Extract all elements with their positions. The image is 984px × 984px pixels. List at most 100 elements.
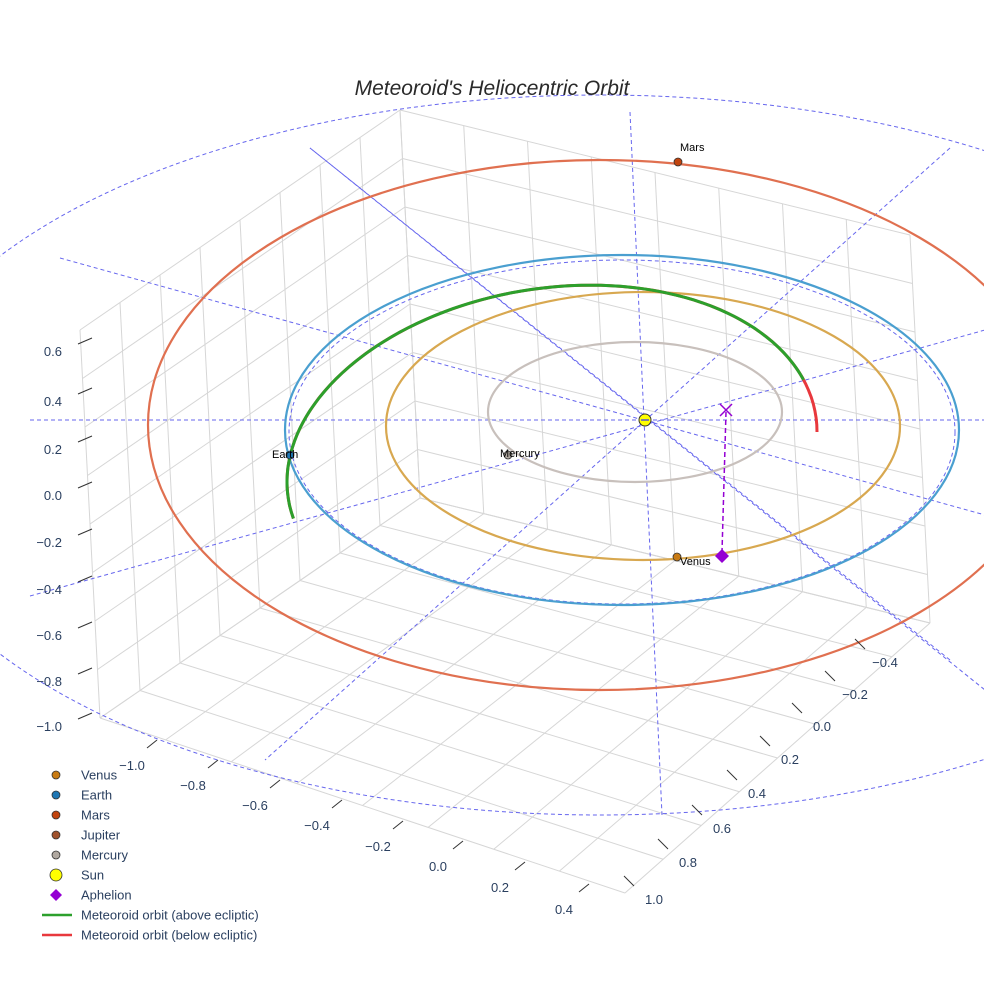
y-tick-mark [691, 804, 703, 816]
earth-marker [285, 450, 295, 460]
ecliptic-outer-ring [0, 94, 984, 816]
z-tick-label: −0.2 [36, 535, 62, 550]
z-tick-mark [77, 387, 93, 395]
ecliptic-radial-line [309, 147, 984, 690]
z-tick-mark [77, 435, 93, 443]
grid-line [84, 206, 406, 428]
grid-line [89, 303, 411, 525]
grid-line [279, 192, 301, 581]
x-tick-label: −0.4 [304, 818, 330, 833]
legend[interactable]: Venus Earth Mars Jupiter Mercury Sun Aphelion M… [42, 768, 259, 943]
mercury-label: Mercury [500, 448, 540, 460]
mars-label: Mars [680, 142, 705, 154]
y-tick-mark [791, 702, 803, 714]
y-tick-label: 0.4 [748, 786, 766, 801]
aphelion-dropline [721, 411, 727, 553]
legend-item[interactable]: Sun [49, 868, 104, 883]
x-tick-mark [578, 883, 590, 893]
z-tick-label: −0.8 [36, 674, 62, 689]
y-tick-label: 0.6 [713, 821, 731, 836]
grid-line [339, 552, 854, 691]
legend-label: Mars [81, 808, 110, 823]
meteoroid-orbit-above [285, 283, 805, 519]
grid-line [407, 255, 918, 381]
grid-line [82, 158, 403, 379]
x-tick-label: −1.0 [119, 758, 145, 773]
mercury-orbit [486, 340, 784, 484]
legend-label: Jupiter [81, 828, 121, 843]
grid-line [409, 303, 921, 430]
legend-item[interactable]: Aphelion [50, 888, 132, 903]
legend-label: Venus [81, 768, 118, 783]
y-tick-label: 1.0 [645, 892, 663, 907]
grid-line [399, 109, 421, 499]
x-tick-mark [207, 759, 219, 769]
z-tick-label: −1.0 [36, 719, 62, 734]
ecliptic-radial-line [264, 147, 951, 761]
z-tick-mark [77, 667, 93, 675]
x-tick-mark [146, 739, 158, 749]
legend-circle-icon [51, 770, 61, 780]
ecliptic-radial-line [629, 111, 663, 816]
grid-line [359, 137, 381, 526]
meteoroid-orbit-below [285, 283, 819, 519]
z-tick-mark [77, 481, 93, 489]
z-tick-mark [77, 528, 93, 536]
ecliptic-earth-ring [288, 259, 956, 605]
z-tick-mark [77, 712, 93, 720]
axis-grid [79, 109, 931, 894]
grid-line [782, 203, 803, 592]
z-tick-label: −0.4 [36, 582, 62, 597]
legend-item[interactable]: Mars [51, 808, 110, 823]
y-tick-label: 0.0 [813, 719, 831, 734]
ecliptic-radial-line [309, 147, 951, 661]
chart-title: Meteoroid's Heliocentric Orbit [355, 77, 631, 100]
mars-orbit [147, 158, 984, 692]
ecliptic-guide-lines [0, 94, 984, 816]
z-tick-mark [77, 575, 93, 583]
legend-item[interactable]: Earth [51, 788, 112, 803]
aphelion-projection-x-marker [719, 403, 733, 417]
grid-line [624, 622, 931, 894]
grid-line [87, 255, 408, 476]
z-tick-mark [77, 621, 93, 629]
venus-orbit [384, 290, 902, 562]
grid-line [259, 607, 778, 759]
mars-marker [673, 157, 683, 167]
legend-circle-icon [51, 790, 61, 800]
x-tick-label: −0.8 [180, 778, 206, 793]
z-tick-mark [77, 337, 93, 345]
grid-line [402, 158, 913, 284]
grid-line [845, 219, 867, 608]
legend-label: Mercury [81, 848, 128, 863]
z-tick-label: −0.6 [36, 628, 62, 643]
earth-orbit [283, 253, 961, 607]
x-tick-label: −0.6 [242, 798, 268, 813]
x-tick-label: 0.4 [555, 902, 573, 917]
x-tick-label: 0.0 [429, 859, 447, 874]
earth-label: Earth [272, 449, 298, 461]
grid-line [718, 188, 740, 577]
mercury-marker [503, 450, 513, 460]
unused-path [287, 285, 817, 518]
y-tick-label: 0.2 [781, 752, 799, 767]
legend-label: Meteoroid orbit (above ecliptic) [81, 908, 259, 923]
grid-line [404, 206, 916, 333]
y-tick-mark [759, 735, 771, 747]
x-tick-mark [452, 840, 464, 850]
legend-item[interactable]: Mercury [51, 848, 128, 863]
ecliptic-radial-line [29, 329, 984, 597]
x-tick-label: 0.2 [491, 880, 509, 895]
legend-item[interactable]: Jupiter [51, 828, 121, 843]
orbits [147, 158, 984, 692]
x-tick-label: −0.2 [365, 839, 391, 854]
legend-item[interactable]: Meteoroid orbit (above ecliptic) [42, 908, 259, 923]
legend-diamond-icon [50, 889, 62, 901]
legend-item[interactable]: Venus [51, 768, 118, 783]
grid-line [319, 164, 341, 554]
ecliptic-radial-line [59, 257, 984, 516]
legend-item[interactable]: Meteoroid orbit (below ecliptic) [42, 928, 257, 943]
y-tick-mark [657, 838, 669, 850]
legend-circle-icon [51, 810, 61, 820]
